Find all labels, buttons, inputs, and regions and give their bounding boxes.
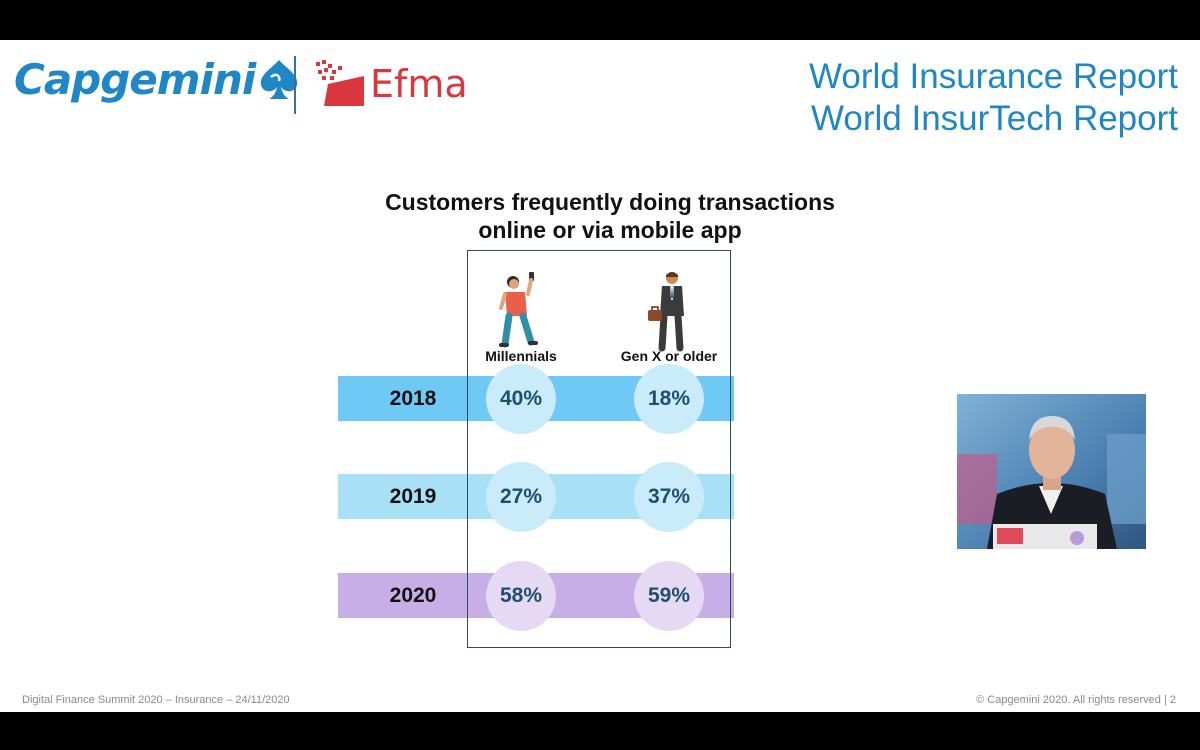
column-header-genx: Gen X or older xyxy=(620,348,718,364)
logo-divider xyxy=(294,56,296,114)
year-label-2019: 2019 xyxy=(389,485,437,508)
chart-title: Customers frequently doing transactions … xyxy=(300,188,920,244)
report-title-2: World InsurTech Report xyxy=(810,99,1178,138)
efma-logo-text: Efma xyxy=(370,62,468,106)
report-titles: World Insurance Report World InsurTech R… xyxy=(809,56,1178,140)
letterbox-top xyxy=(0,0,1200,40)
presenter-webcam xyxy=(957,394,1146,549)
year-label-2020: 2020 xyxy=(389,584,437,607)
efma-mark-icon xyxy=(316,60,364,106)
footer-event-info: Digital Finance Summit 2020 – Insurance … xyxy=(22,694,290,706)
value-2019-genx: 37% xyxy=(634,462,704,532)
presentation-slide: Capgemini Efma World Insurance Report Wo… xyxy=(0,40,1200,712)
column-header-millennials: Millennials xyxy=(485,348,557,364)
value-2018-genx: 18% xyxy=(634,364,704,434)
capgemini-logo-text: Capgemini xyxy=(14,54,256,104)
letterbox-bottom xyxy=(0,712,1200,750)
person-with-phone-icon xyxy=(499,272,538,348)
chart-frame xyxy=(467,250,731,648)
presenter-video-frame xyxy=(957,394,1146,549)
chart-title-line-2: online or via mobile app xyxy=(478,217,742,243)
report-title-1: World Insurance Report xyxy=(809,57,1178,96)
value-2020-millennials: 58% xyxy=(486,561,556,631)
value-2019-millennials: 27% xyxy=(486,462,556,532)
footer-copyright: © Capgemini 2020. All rights reserved | … xyxy=(976,694,1176,706)
capgemini-logo: Capgemini xyxy=(14,54,301,104)
businessman-with-briefcase-icon xyxy=(648,272,684,352)
efma-logo: Efma xyxy=(314,58,468,110)
spade-icon xyxy=(261,60,298,99)
value-2018-millennials: 40% xyxy=(486,364,556,434)
year-label-2018: 2018 xyxy=(389,387,437,410)
value-2020-genx: 59% xyxy=(634,561,704,631)
chart-title-line-1: Customers frequently doing transactions xyxy=(385,189,835,215)
